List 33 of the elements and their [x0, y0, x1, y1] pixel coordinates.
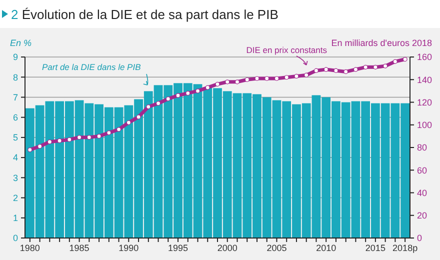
y2-axis-title: En milliards d'euros 2018	[331, 38, 432, 48]
y2-tick-label: 140	[417, 74, 432, 85]
chart-title: 2 Évolution de la DIE et de sa part dans le PIB	[11, 7, 278, 22]
x-tick-label: 2018p	[392, 243, 418, 253]
x-tick-label: 2005	[266, 243, 287, 253]
y2-tick-label: 40	[417, 188, 428, 198]
x-tick-label: 1990	[118, 243, 139, 253]
y-tick-label: 6	[12, 112, 18, 122]
y2-tick-label: 100	[417, 120, 432, 130]
y-tick-label: 0	[12, 233, 18, 244]
text: DIE en prix constants	[246, 45, 327, 55]
y-tick-label: 9	[12, 52, 18, 62]
y2-tick-label: 120	[417, 97, 432, 108]
y2-tick-label: 80	[417, 142, 428, 153]
y-tick-label: 4	[12, 152, 18, 163]
y-tick-label: 2	[12, 192, 18, 203]
y-tick-label: 8	[12, 72, 18, 82]
x-tick-label: 1985	[69, 243, 90, 253]
y2-tick-label: 160	[417, 52, 432, 62]
y-tick-label: 3	[12, 172, 18, 183]
y2-tick-label: 60	[417, 165, 428, 176]
annotation: Part de la DIE dans le PIB	[42, 62, 142, 72]
x-tick-label: 2015	[365, 243, 386, 253]
x-tick-label: 2000	[217, 243, 238, 253]
x-tick-label: 2010	[316, 243, 336, 253]
y2-tick-label: 0	[417, 233, 422, 244]
y-tick-label: 5	[12, 132, 18, 143]
x-tick-label: 1995	[168, 243, 188, 253]
x-tick-label: 1980	[20, 243, 40, 253]
y-tick-label: 1	[12, 213, 18, 224]
y-tick-label: 7	[12, 92, 18, 102]
y-axis-title: En %	[10, 38, 32, 48]
y2-tick-label: 20	[417, 210, 428, 221]
